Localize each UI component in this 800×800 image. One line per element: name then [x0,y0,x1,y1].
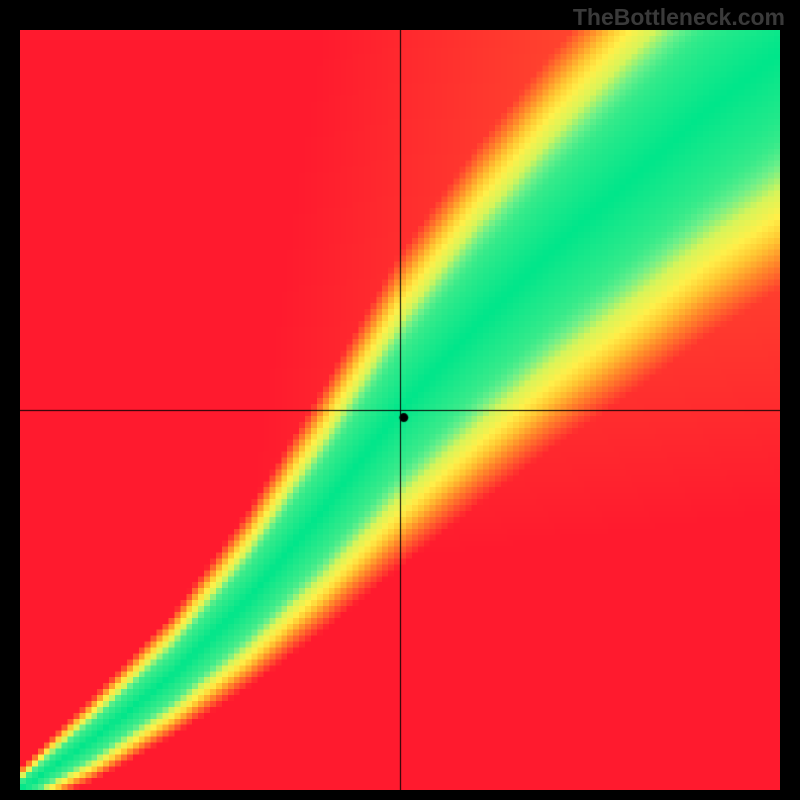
bottleneck-heatmap [20,30,780,790]
chart-container: { "canvas": { "width": 800, "height": 80… [0,0,800,800]
watermark-text: TheBottleneck.com [573,4,785,31]
